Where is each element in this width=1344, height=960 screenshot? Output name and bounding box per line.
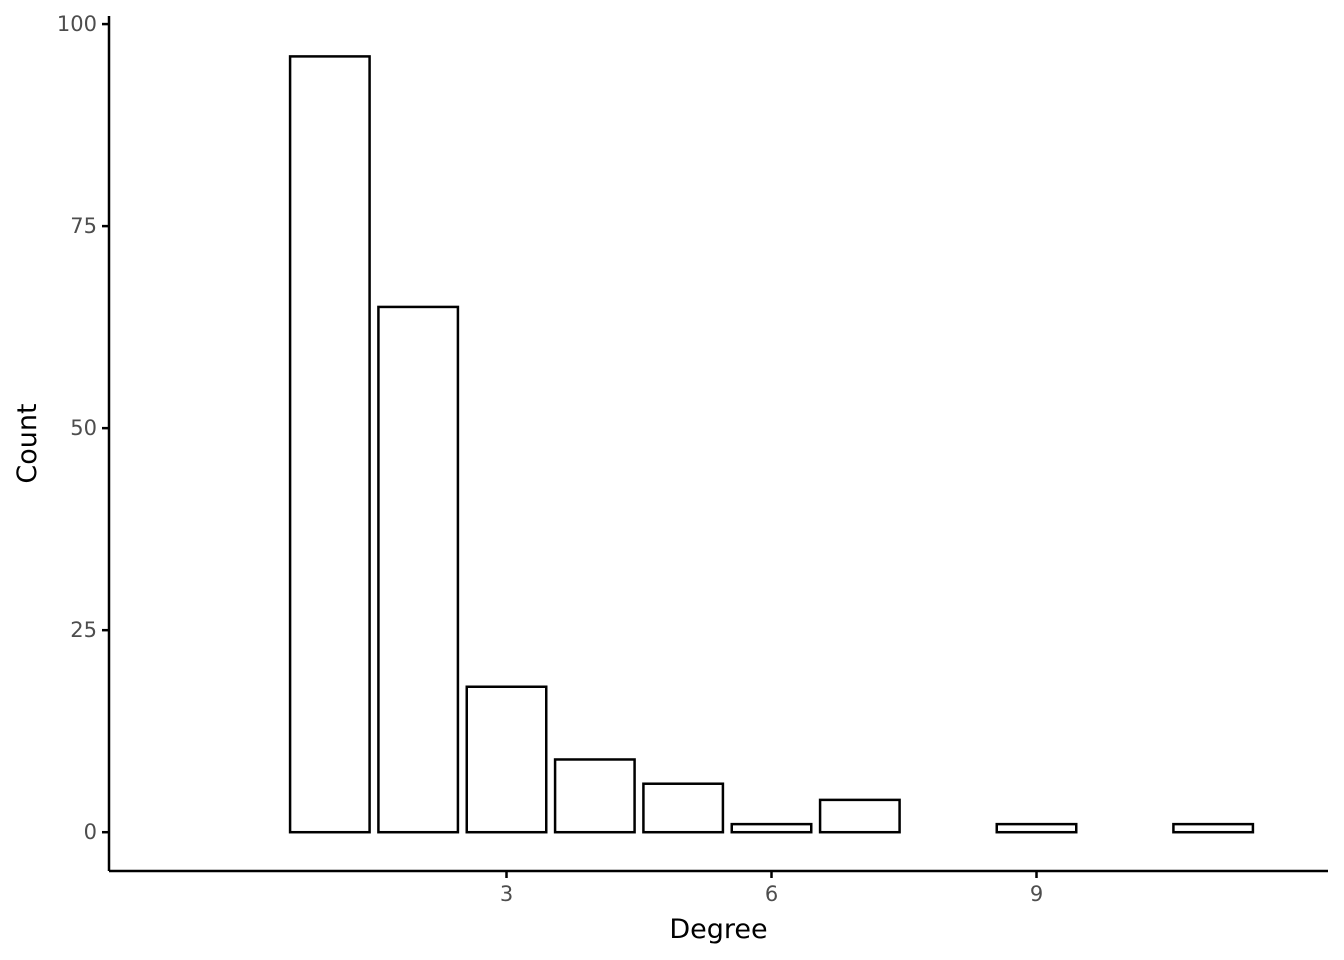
bar-degree-6 [730,822,813,834]
bars-group [288,55,1255,834]
bar-degree-9 [995,822,1078,834]
y-axis: 0 25 50 75 100 [57,12,111,871]
y-tick-label: 25 [70,618,97,642]
y-tick-label: 100 [57,12,97,36]
x-tick-label: 6 [765,882,778,906]
y-axis-title: Count [12,403,43,483]
bar-degree-2 [377,305,460,834]
y-tick-label: 50 [70,416,97,440]
bar-degree-3 [465,685,548,834]
x-axis-title: Degree [669,914,767,945]
x-tick-label: 3 [500,882,513,906]
bar-degree-4 [553,758,636,834]
bar-degree-1 [288,55,371,834]
bar-degree-5 [642,782,725,834]
x-axis: 3 6 9 [109,869,1328,906]
y-tick-label: 0 [84,820,97,844]
x-tick-label: 9 [1030,882,1043,906]
y-tick-label: 75 [70,214,97,238]
bar-degree-11 [1172,822,1255,834]
bar-degree-7 [818,798,901,834]
